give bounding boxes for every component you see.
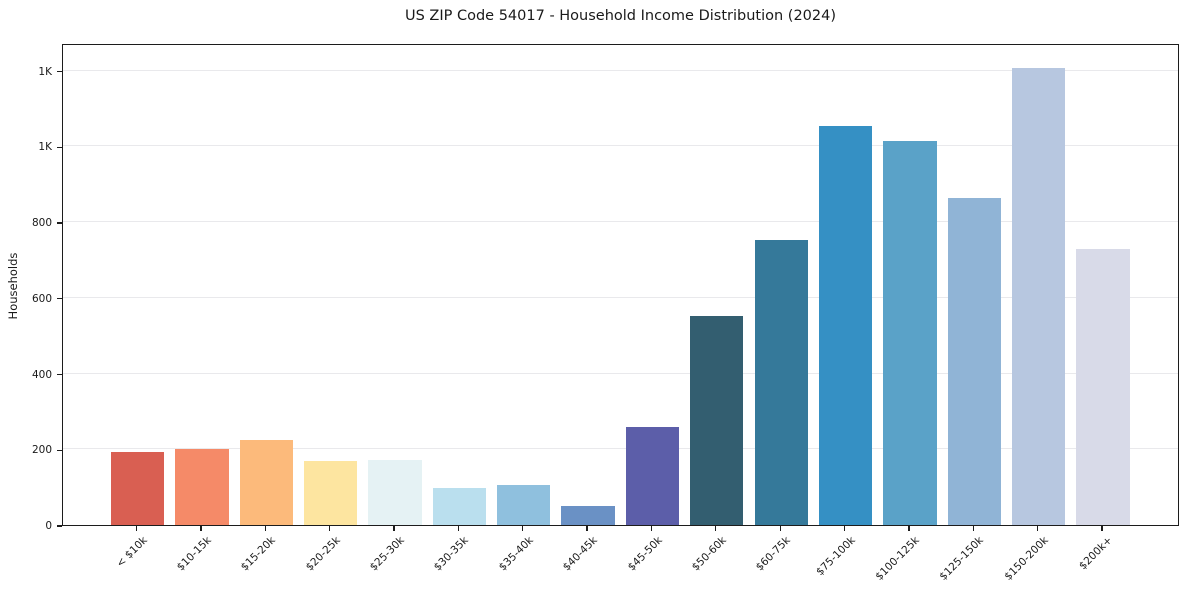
gridline	[63, 448, 1178, 450]
x-tick-label: $15-20k	[238, 534, 278, 574]
y-tick-mark	[57, 70, 62, 73]
bar-$15-20k	[239, 440, 293, 525]
x-tick-mark	[200, 526, 202, 531]
bar-$25-30k	[368, 459, 422, 525]
bar-< $10k	[110, 452, 165, 525]
x-tick-mark	[715, 526, 717, 531]
y-tick-mark	[57, 449, 62, 451]
x-tick-mark	[908, 526, 910, 531]
gridline	[63, 372, 1178, 374]
gridline	[63, 145, 1178, 147]
x-tick-mark	[393, 526, 395, 531]
x-tick-label: $150-200k	[1001, 534, 1051, 583]
x-tick-mark	[328, 526, 331, 531]
y-axis-label: Households	[6, 252, 20, 320]
bar-$125-150k	[947, 198, 1001, 525]
x-tick-mark	[972, 526, 974, 531]
x-tick-mark	[779, 526, 781, 531]
y-tick-label: 200	[31, 444, 52, 457]
x-tick-label: $25-30k	[367, 534, 407, 574]
x-tick-mark	[843, 526, 846, 531]
bar-$10-15k	[175, 448, 229, 525]
y-tick-mark	[57, 525, 62, 527]
x-tick-label: < $10k	[113, 534, 150, 570]
x-tick-label: $50-60k	[689, 534, 729, 574]
x-tick-label: $45-50k	[625, 534, 665, 574]
x-tick-mark	[522, 526, 524, 531]
chart-title: US ZIP Code 54017 - Household Income Dis…	[404, 8, 837, 24]
y-tick-label: 0	[45, 520, 52, 532]
x-tick-label: $125-150k	[937, 534, 987, 583]
y-tick-label: 800	[31, 217, 52, 230]
bar-$45-50k	[625, 426, 680, 525]
x-tick-label: $10-15k	[174, 534, 214, 574]
y-tick-label: 600	[31, 292, 52, 305]
bar-$30-35k	[432, 487, 487, 525]
bar-$100-125k	[883, 140, 937, 525]
x-tick-mark	[457, 526, 460, 531]
x-tick-label: $35-40k	[496, 534, 536, 574]
y-tick-mark	[57, 146, 62, 149]
chart-plot-area	[62, 44, 1179, 526]
x-tick-label: $30-35k	[432, 534, 472, 574]
bar-$35-40k	[497, 484, 551, 525]
y-tick-mark	[57, 373, 62, 376]
gridline	[63, 221, 1178, 223]
x-tick-mark	[264, 526, 266, 531]
x-tick-mark	[135, 526, 138, 531]
gridline	[63, 296, 1178, 298]
bar-$50-60k	[690, 316, 744, 525]
x-tick-label: $200k+	[1076, 534, 1115, 573]
x-tick-label: $40-45k	[560, 534, 600, 574]
bar-$20-25k	[303, 461, 358, 525]
bar-$150-200k	[1012, 68, 1066, 525]
y-tick-label: 1K	[38, 141, 52, 154]
bar-$75-100k	[818, 126, 873, 525]
gridline	[63, 69, 1178, 71]
bar-$200k+	[1076, 249, 1130, 525]
bar-$40-45k	[561, 506, 615, 525]
y-tick-label: 400	[31, 368, 52, 381]
x-tick-mark	[650, 526, 653, 531]
x-tick-label: $60-75k	[753, 534, 793, 574]
y-tick-mark	[57, 298, 62, 300]
y-tick-label: 1K	[38, 65, 52, 78]
y-tick-mark	[57, 222, 62, 224]
x-tick-mark	[1037, 526, 1039, 531]
x-tick-label: $100-125k	[873, 534, 922, 583]
x-tick-mark	[586, 526, 588, 531]
x-tick-label: $75-100k	[813, 534, 858, 579]
x-tick-label: $20-25k	[303, 534, 343, 574]
bar-$60-75k	[754, 240, 808, 525]
x-tick-mark	[1101, 526, 1103, 531]
